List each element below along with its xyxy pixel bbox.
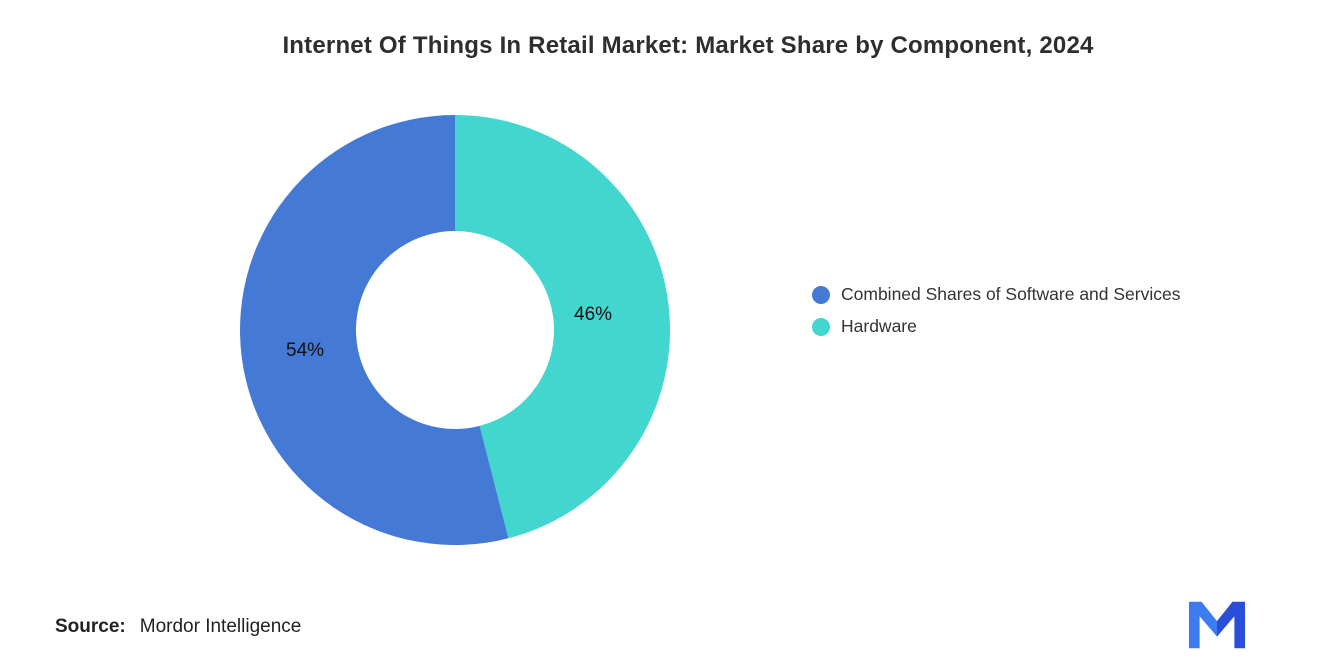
legend-label-software-services: Combined Shares of Software and Services (841, 284, 1181, 304)
legend: Combined Shares of Software and Services… (812, 284, 1180, 337)
source-text: Mordor Intelligence (139, 616, 302, 637)
logo-right-ribbon (1217, 601, 1246, 649)
legend-swatch-software-services (812, 285, 830, 304)
slice-label-hardware: 46% (574, 304, 613, 325)
source-prefix: Source: (55, 616, 126, 637)
slice-label-software-services: 54% (286, 340, 325, 361)
legend-swatch-hardware (812, 317, 830, 336)
chart-title: Internet Of Things In Retail Market: Mar… (282, 32, 1094, 59)
legend-item-hardware: Hardware (812, 316, 1180, 337)
mordor-intelligence-logo (1188, 601, 1246, 649)
donut-chart (240, 115, 671, 545)
legend-item-software-services: Combined Shares of Software and Services (812, 284, 1180, 305)
donut-slice (240, 115, 509, 545)
donut-slice (455, 115, 671, 539)
donut-chart-area (235, 110, 675, 550)
source-line: Source: Mordor Intelligence (55, 616, 301, 638)
logo-left-ribbon (1188, 601, 1217, 649)
legend-label-hardware: Hardware (841, 316, 917, 336)
